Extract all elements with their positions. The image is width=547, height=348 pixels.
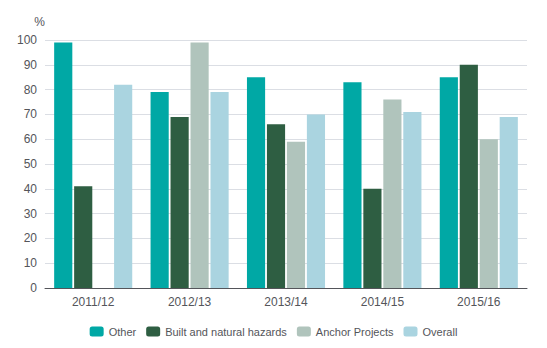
svg-text:2011/12: 2011/12 (72, 295, 115, 309)
svg-text:Anchor Projects: Anchor Projects (316, 326, 394, 338)
svg-text:40: 40 (24, 182, 38, 196)
svg-text:2014/15: 2014/15 (361, 295, 405, 309)
svg-text:2012/13: 2012/13 (168, 295, 212, 309)
svg-text:2015/16: 2015/16 (457, 295, 501, 309)
svg-text:0: 0 (30, 281, 37, 295)
svg-text:80: 80 (24, 83, 38, 97)
svg-text:100: 100 (17, 33, 37, 47)
svg-text:90: 90 (24, 58, 38, 72)
svg-text:Other: Other (109, 326, 137, 338)
svg-text:30: 30 (24, 207, 38, 221)
svg-text:Overall: Overall (423, 326, 458, 338)
svg-text:20: 20 (24, 231, 38, 245)
svg-text:Built and natural hazards: Built and natural hazards (165, 326, 287, 338)
svg-text:10: 10 (24, 256, 38, 270)
svg-text:%: % (34, 15, 45, 29)
svg-text:70: 70 (24, 107, 38, 121)
svg-text:50: 50 (24, 157, 38, 171)
svg-text:60: 60 (24, 132, 38, 146)
svg-text:2013/14: 2013/14 (264, 295, 308, 309)
